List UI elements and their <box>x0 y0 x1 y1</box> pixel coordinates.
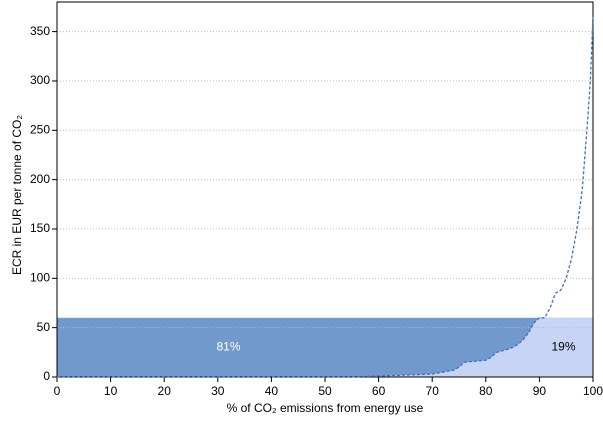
x-tick-label: 30 <box>211 384 225 398</box>
x-tick-label: 90 <box>533 384 547 398</box>
y-tick-label: 0 <box>43 369 50 383</box>
annotation: 19% <box>552 340 576 354</box>
x-tick-label: 50 <box>318 384 332 398</box>
y-tick-label: 350 <box>30 24 50 38</box>
x-axis-label: % of CO₂ emissions from energy use <box>227 401 424 415</box>
x-tick-label: 80 <box>479 384 493 398</box>
x-tick-label: 70 <box>426 384 440 398</box>
x-tick-label: 60 <box>372 384 386 398</box>
annotation: 81% <box>217 340 241 354</box>
y-tick-label: 100 <box>30 270 50 284</box>
y-axis-label: ECR in EUR per tonne of CO₂ <box>10 115 24 275</box>
y-tick-label: 250 <box>30 122 50 136</box>
y-tick-label: 300 <box>30 73 50 87</box>
x-tick-label: 0 <box>54 384 61 398</box>
x-tick-label: 40 <box>265 384 279 398</box>
below-curve-area <box>57 317 593 377</box>
y-tick-label: 200 <box>30 172 50 186</box>
x-tick-label: 20 <box>158 384 172 398</box>
x-tick-label: 10 <box>104 384 118 398</box>
curve <box>57 16 594 378</box>
x-tick-label: 100 <box>583 384 603 398</box>
y-tick-label: 150 <box>30 221 50 235</box>
y-tick-label: 50 <box>37 320 51 334</box>
